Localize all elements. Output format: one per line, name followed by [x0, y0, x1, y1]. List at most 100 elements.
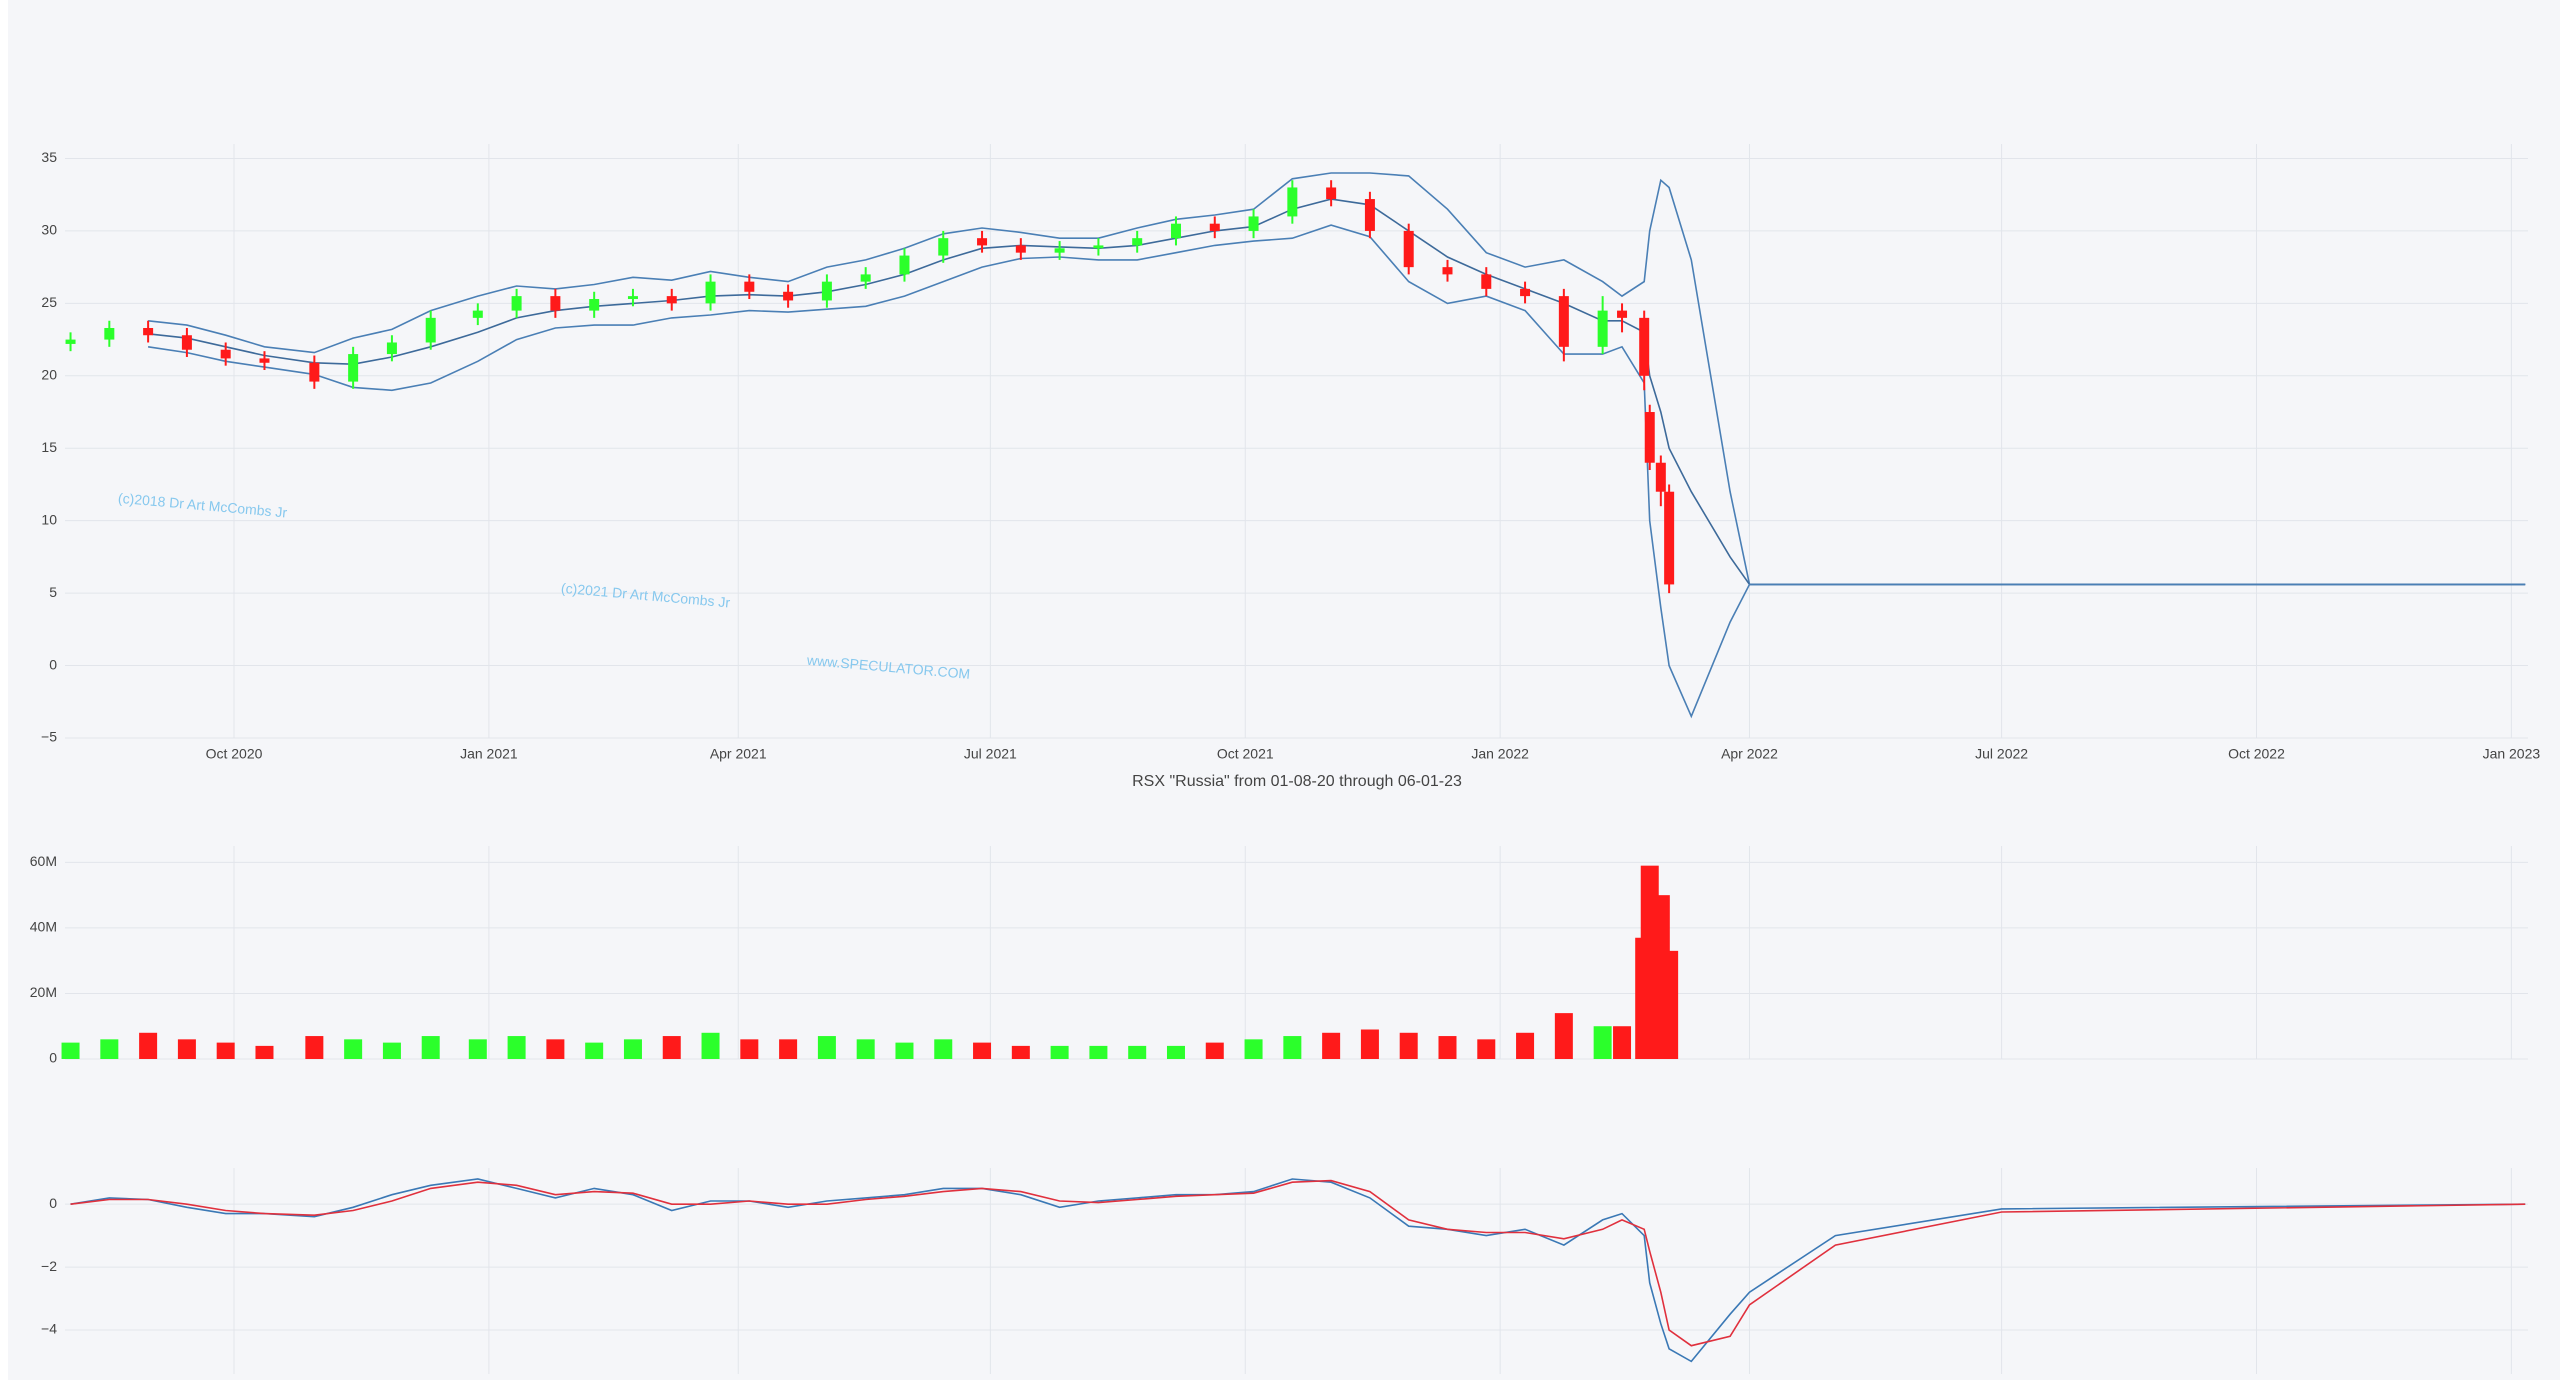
volume-bar: [546, 1039, 565, 1059]
volume-bar: [61, 1042, 80, 1059]
y-tick-label: −4: [41, 1321, 57, 1337]
y-tick-label: 25: [41, 294, 57, 310]
x-tick-label: Apr 2022: [1721, 746, 1778, 762]
candle-body: [386, 342, 397, 355]
volume-bar: [216, 1042, 235, 1059]
candle-body: [589, 299, 600, 311]
volume-bar: [779, 1039, 798, 1059]
volume-bar: [1477, 1039, 1496, 1059]
y-tick-label: 0: [49, 1050, 57, 1066]
volume-bar: [139, 1032, 158, 1059]
y-tick-label: 60M: [30, 853, 57, 869]
x-axis-title: RSX "Russia" from 01-08-20 through 06-01…: [1132, 773, 1462, 790]
candle-body: [1054, 248, 1065, 253]
volume-bar: [344, 1039, 363, 1059]
volume-bar: [934, 1039, 953, 1059]
volume-bar: [1322, 1032, 1341, 1059]
candle-body: [65, 339, 76, 344]
y-tick-label: −5: [41, 729, 57, 745]
candle-body: [1132, 238, 1143, 246]
series-line: [147, 224, 2526, 719]
left-strip: [0, 0, 8, 1380]
volume-bar: [1554, 1013, 1573, 1059]
candle-body: [472, 310, 483, 318]
candle-body: [1015, 245, 1026, 253]
x-tick-label: Apr 2021: [710, 746, 767, 762]
y-tick-label: 0: [49, 1195, 57, 1211]
volume-bar: [662, 1036, 681, 1059]
volume-bar: [100, 1039, 119, 1059]
candle-body: [860, 274, 871, 282]
candle-body: [705, 281, 716, 304]
candle-body: [1364, 199, 1375, 231]
y-tick-label: 35: [41, 149, 57, 165]
volume-bar: [305, 1036, 324, 1059]
y-tick-label: 10: [41, 511, 57, 527]
candle-body: [1655, 462, 1666, 492]
volume-bar: [421, 1036, 440, 1059]
x-tick-label: Oct 2021: [1217, 746, 1274, 762]
volume-bar: [1166, 1045, 1185, 1059]
volume-bar: [623, 1039, 642, 1059]
candle-body: [821, 281, 832, 301]
watermark: www.SPECULATOR.COM: [805, 652, 970, 682]
candle-body: [899, 255, 910, 275]
y-tick-label: 5: [49, 584, 57, 600]
candle-body: [104, 327, 115, 340]
x-tick-label: Jan 2022: [1471, 746, 1529, 762]
y-tick-label: 20: [41, 367, 57, 383]
candle-body: [220, 349, 231, 359]
volume-bar: [895, 1042, 914, 1059]
series-line: [148, 172, 2526, 586]
watermark: (c)2021 Dr Art McCombs Jr: [560, 580, 731, 611]
y-tick-label: 20M: [30, 984, 57, 1000]
candle-body: [181, 335, 192, 350]
volume-bar: [701, 1032, 720, 1059]
candle-body: [1403, 230, 1414, 268]
candle-body: [1639, 317, 1650, 376]
volume-bar: [1516, 1032, 1535, 1059]
volume-bar: [740, 1039, 759, 1059]
candle-body: [259, 358, 270, 363]
candle-body: [1209, 223, 1220, 231]
volume-bar: [507, 1036, 526, 1059]
volume-bar: [817, 1036, 836, 1059]
volume-bar: [1360, 1029, 1379, 1059]
candle-body: [1558, 296, 1569, 347]
candle-body: [550, 296, 561, 311]
candle-body: [1664, 491, 1675, 585]
x-tick-label: Jul 2022: [1975, 746, 2028, 762]
y-tick-label: 30: [41, 222, 57, 238]
y-tick-label: 0: [49, 656, 57, 672]
candle-body: [1287, 187, 1298, 217]
x-tick-label: Jul 2021: [964, 746, 1017, 762]
volume-bar: [1660, 950, 1679, 1059]
candle-body: [977, 238, 988, 246]
volume-bar: [1613, 1026, 1632, 1059]
watermark: (c)2018 Dr Art McCombs Jr: [117, 490, 288, 521]
volume-bar: [1438, 1036, 1457, 1059]
volume-bar: [1593, 1026, 1612, 1059]
volume-bar: [856, 1039, 875, 1059]
candle-body: [511, 296, 522, 311]
candle-body: [1644, 412, 1655, 463]
candle-body: [143, 327, 154, 336]
candle-body: [1597, 310, 1608, 347]
candle-body: [1520, 288, 1531, 297]
volume-bar: [1011, 1045, 1030, 1059]
candle-body: [1248, 216, 1259, 231]
volume-bar: [585, 1042, 604, 1059]
volume-bar: [255, 1045, 274, 1059]
volume-bar: [1128, 1045, 1147, 1059]
volume-bar: [468, 1039, 487, 1059]
y-tick-label: 40M: [30, 919, 57, 935]
candle-body: [1617, 310, 1628, 318]
volume-bar: [1050, 1045, 1069, 1059]
candle-body: [1093, 245, 1104, 249]
candle-body: [666, 296, 677, 304]
candle-body: [627, 296, 638, 300]
candle-body: [1481, 274, 1492, 289]
series-line: [70, 1179, 2526, 1347]
